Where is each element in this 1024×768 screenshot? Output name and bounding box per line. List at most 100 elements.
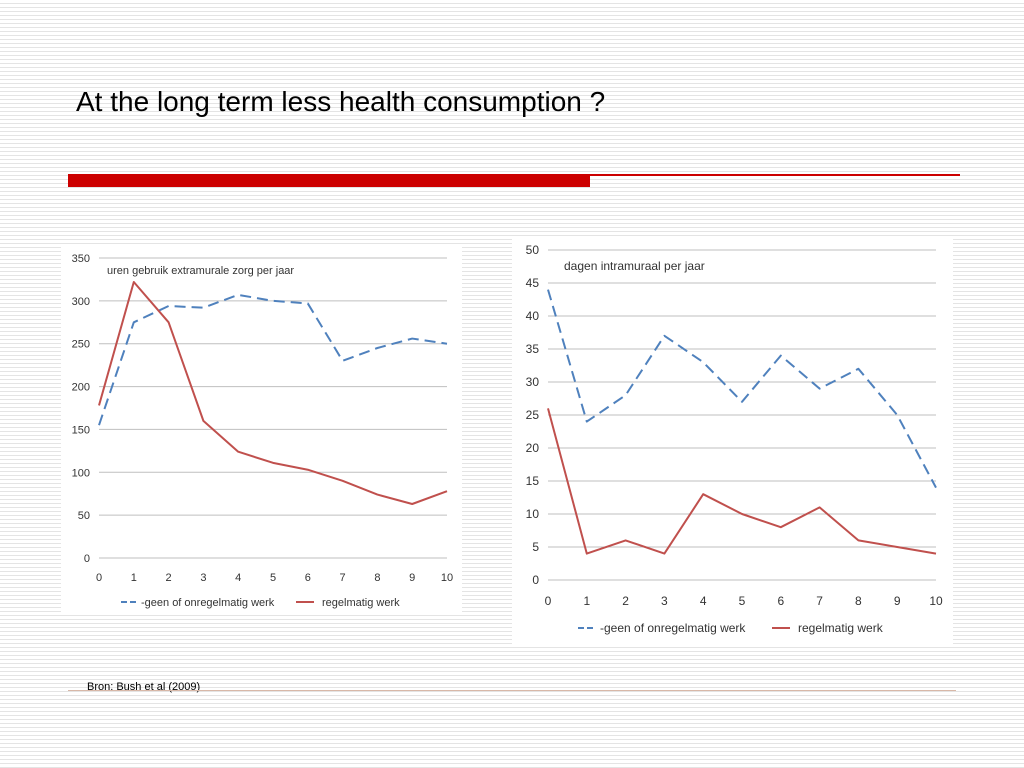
x-tick-label: 3 <box>661 594 668 608</box>
data-point <box>857 539 859 541</box>
x-tick-label: 4 <box>235 572 241 584</box>
y-tick-label: 350 <box>72 253 90 265</box>
x-tick-label: 3 <box>200 572 206 584</box>
x-tick-label: 1 <box>583 594 590 608</box>
y-tick-label: 20 <box>526 441 540 455</box>
legend-label: regelmatig werk <box>798 621 884 635</box>
y-tick-label: 0 <box>532 573 539 587</box>
data-point <box>547 289 549 291</box>
x-tick-label: 10 <box>929 594 943 608</box>
x-tick-label: 9 <box>409 572 415 584</box>
data-point <box>168 305 170 307</box>
data-point <box>446 343 448 345</box>
y-tick-label: 5 <box>532 540 539 554</box>
x-tick-label: 5 <box>270 572 276 584</box>
data-point <box>307 469 309 471</box>
data-point <box>935 487 937 489</box>
data-point <box>133 321 135 323</box>
y-tick-label: 100 <box>72 467 90 479</box>
y-tick-label: 50 <box>78 510 90 522</box>
y-tick-label: 150 <box>72 424 90 436</box>
data-point <box>272 300 274 302</box>
data-point <box>702 361 704 363</box>
y-tick-label: 50 <box>526 243 540 257</box>
chart-title: uren gebruik extramurale zorg per jaar <box>107 265 294 277</box>
data-point <box>625 394 627 396</box>
x-tick-label: 0 <box>545 594 552 608</box>
y-tick-label: 250 <box>72 339 90 351</box>
data-point <box>896 414 898 416</box>
data-point <box>411 338 413 340</box>
x-tick-label: 9 <box>894 594 901 608</box>
data-point <box>411 503 413 505</box>
accent-bar <box>68 174 590 187</box>
data-point <box>376 494 378 496</box>
data-point <box>586 421 588 423</box>
source-divider <box>68 690 956 691</box>
data-point <box>702 493 704 495</box>
source-citation: Bron: Bush et al (2009) <box>87 681 201 693</box>
data-point <box>819 388 821 390</box>
y-tick-label: 200 <box>72 382 90 394</box>
data-point <box>780 526 782 528</box>
data-point <box>741 513 743 515</box>
data-point <box>237 451 239 453</box>
x-tick-label: 10 <box>441 572 453 584</box>
y-tick-label: 40 <box>526 309 540 323</box>
series-line-geen-of-onregelmatig-werk <box>98 293 448 426</box>
data-point <box>663 553 665 555</box>
data-point <box>586 553 588 555</box>
y-tick-label: 30 <box>526 375 540 389</box>
x-tick-label: 7 <box>340 572 346 584</box>
data-point <box>547 407 549 409</box>
data-point <box>272 462 274 464</box>
x-tick-label: 5 <box>739 594 746 608</box>
x-tick-label: 1 <box>131 572 137 584</box>
x-tick-label: 2 <box>166 572 172 584</box>
x-tick-label: 8 <box>855 594 862 608</box>
x-tick-label: 7 <box>816 594 823 608</box>
data-point <box>663 335 665 337</box>
x-tick-label: 6 <box>777 594 784 608</box>
y-tick-label: 10 <box>526 507 540 521</box>
data-point <box>237 294 239 296</box>
slide-title: At the long term less health consumption… <box>76 86 606 117</box>
y-tick-label: 45 <box>526 276 540 290</box>
y-tick-label: 25 <box>526 408 540 422</box>
chart-title: dagen intramuraal per jaar <box>564 259 705 273</box>
data-point <box>307 302 309 304</box>
data-point <box>342 360 344 362</box>
series-line-geen-of-onregelmatig-werk <box>547 289 937 489</box>
data-point <box>819 506 821 508</box>
data-point <box>446 490 448 492</box>
data-point <box>202 307 204 309</box>
chart-extramurale-zorg-svg: 0 50 100 150 200 250 300 350 0 1 2 3 4 5 6 7 8 9 10 uren ge… <box>72 253 453 609</box>
y-tick-label: 300 <box>72 296 90 308</box>
legend-label: -geen of onregelmatig werk <box>141 597 275 609</box>
data-point <box>741 401 743 403</box>
y-tick-label: 0 <box>84 553 90 565</box>
data-point <box>168 321 170 323</box>
x-tick-label: 4 <box>700 594 707 608</box>
series-line-regelmatig-werk <box>98 281 448 505</box>
data-point <box>98 404 100 406</box>
chart-intramuraal: 0 5 10 15 20 25 30 35 40 45 50 0 1 2 3 4 5 6 7 8 9 10 dagen in… <box>512 236 953 644</box>
data-point <box>342 480 344 482</box>
data-point <box>133 281 135 283</box>
data-point <box>625 539 627 541</box>
data-point <box>896 546 898 548</box>
x-tick-label: 6 <box>305 572 311 584</box>
legend-label: -geen of onregelmatig werk <box>600 621 746 635</box>
chart-extramurale-zorg: 0 50 100 150 200 250 300 350 0 1 2 3 4 5 6 7 8 9 10 uren ge… <box>61 244 462 615</box>
y-tick-label: 15 <box>526 474 540 488</box>
series-line-regelmatig-werk <box>547 408 937 555</box>
x-tick-label: 0 <box>96 572 102 584</box>
x-tick-label: 8 <box>374 572 380 584</box>
y-tick-label: 35 <box>526 342 540 356</box>
data-point <box>935 553 937 555</box>
accent-line <box>590 174 960 176</box>
data-point <box>857 368 859 370</box>
data-point <box>780 355 782 357</box>
data-point <box>98 424 100 426</box>
